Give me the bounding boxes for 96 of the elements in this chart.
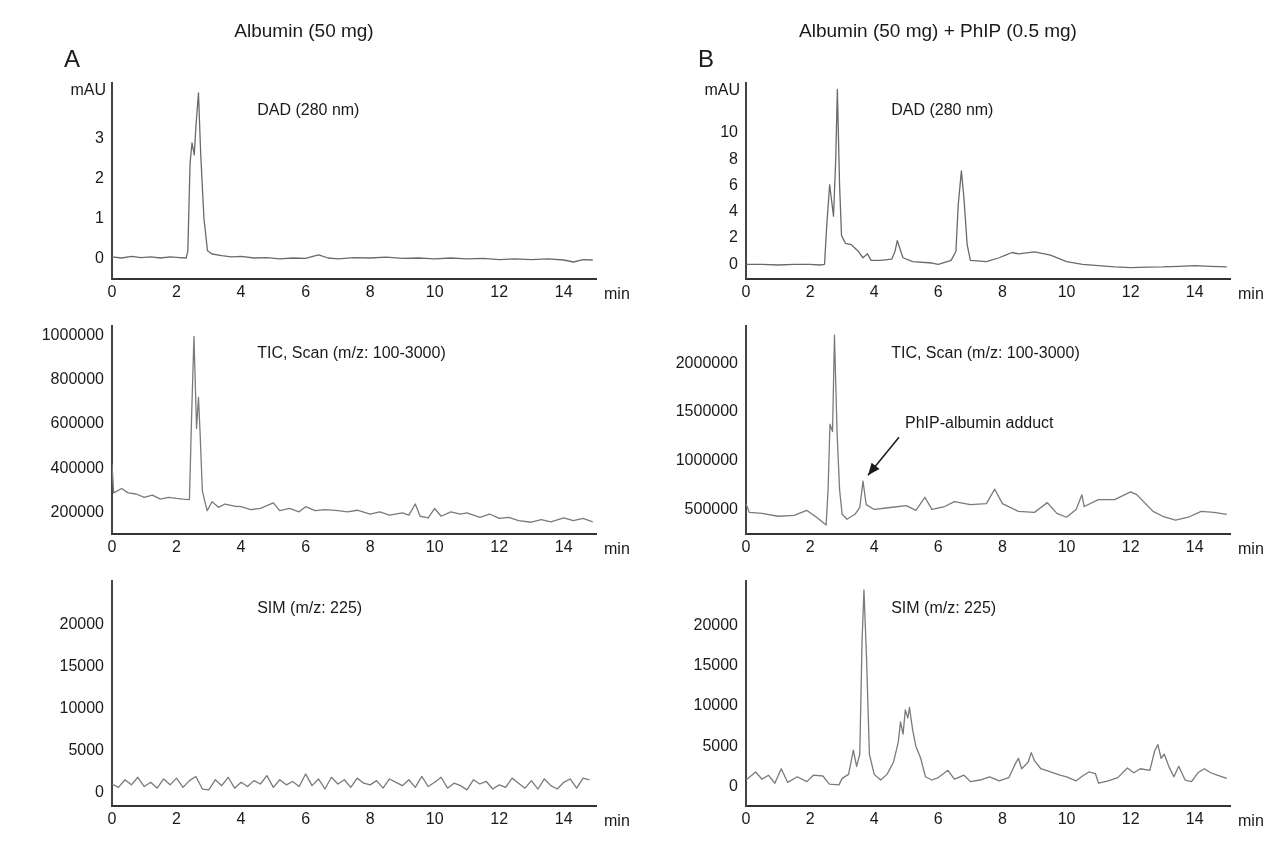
y-tick-label: 1000000 <box>41 325 105 343</box>
x-tick-label: 14 <box>1185 537 1204 555</box>
y-axis-title: mAU <box>70 81 106 99</box>
x-tick-label: 2 <box>172 809 182 827</box>
x-tick-label: 10 <box>1057 809 1076 827</box>
x-axis-title: min <box>604 812 630 830</box>
x-tick-label: 14 <box>554 282 573 300</box>
x-tick-label: 14 <box>554 537 573 555</box>
x-tick-label: 8 <box>997 809 1007 827</box>
y-tick-label: 2 <box>729 228 739 246</box>
x-tick-label: 2 <box>172 282 182 300</box>
x-tick-label: 0 <box>107 537 117 555</box>
text: DAD (280 nm) <box>891 101 994 119</box>
x-tick-label: 0 <box>741 537 751 555</box>
x-tick-label: 6 <box>301 282 311 300</box>
y-tick-label: 200000 <box>50 503 105 521</box>
y-tick-label: 6 <box>729 175 739 193</box>
x-tick-label: 6 <box>301 809 311 827</box>
x-tick-label: 8 <box>365 809 375 827</box>
y-tick-label: 4 <box>729 202 739 220</box>
y-tick-label: 20000 <box>59 615 105 633</box>
x-tick-label: 6 <box>933 282 943 300</box>
x-tick-label: 8 <box>997 282 1007 300</box>
x-tick-label: 6 <box>933 809 943 827</box>
x-tick-label: 10 <box>425 809 444 827</box>
y-tick-label: 1500000 <box>675 402 739 420</box>
x-tick-label: 10 <box>425 537 444 555</box>
text: TIC, Scan (m/z: 100-3000) <box>257 344 446 362</box>
y-tick-label: 2000000 <box>675 353 739 371</box>
x-tick-label: 12 <box>1121 537 1140 555</box>
x-axis-title: min <box>1238 285 1264 303</box>
x-axis-title: min <box>604 285 630 303</box>
y-tick-label: 3 <box>95 129 105 147</box>
y-tick-label: 0 <box>729 254 739 272</box>
x-tick-label: 2 <box>172 537 182 555</box>
text: TIC, Scan (m/z: 100-3000) <box>891 344 1080 362</box>
text: B <box>698 45 715 73</box>
text: DAD (280 nm) <box>257 101 360 119</box>
text: A <box>64 45 81 73</box>
chart-title: Albumin (50 mg) <box>234 19 374 41</box>
x-tick-label: 4 <box>869 809 879 827</box>
x-tick-label: 4 <box>236 282 246 300</box>
y-tick-label: 2 <box>95 169 105 187</box>
x-tick-label: 2 <box>805 282 815 300</box>
y-tick-label: 5000 <box>68 740 105 758</box>
y-tick-label: 10000 <box>59 698 105 716</box>
x-tick-label: 12 <box>490 809 509 827</box>
y-tick-label: 8 <box>729 149 739 167</box>
x-tick-label: 4 <box>236 537 246 555</box>
x-tick-label: 0 <box>741 809 751 827</box>
y-tick-label: 15000 <box>693 656 739 674</box>
x-axis-title: min <box>604 540 630 558</box>
y-axis-title: mAU <box>704 81 740 99</box>
x-tick-label: 14 <box>1185 282 1204 300</box>
x-tick-label: 8 <box>997 537 1007 555</box>
x-tick-label: 2 <box>805 537 815 555</box>
y-tick-label: 500000 <box>684 499 739 517</box>
x-tick-label: 10 <box>1057 282 1076 300</box>
x-tick-label: 12 <box>490 282 509 300</box>
y-tick-label: 0 <box>95 249 105 267</box>
x-tick-label: 10 <box>425 282 444 300</box>
y-tick-label: 0 <box>729 776 739 794</box>
x-tick-label: 2 <box>805 809 815 827</box>
x-tick-label: 6 <box>301 537 311 555</box>
x-tick-label: 12 <box>490 537 509 555</box>
x-tick-label: 12 <box>1121 282 1140 300</box>
y-tick-label: 1 <box>95 209 105 227</box>
x-tick-label: 8 <box>365 282 375 300</box>
annotation: PhIP-albumin adduct <box>904 413 1055 431</box>
y-tick-label: 0 <box>95 782 105 800</box>
y-tick-label: 10000 <box>693 696 739 714</box>
y-tick-label: 15000 <box>59 656 105 674</box>
text: SIM (m/z: 225) <box>891 599 997 617</box>
x-tick-label: 4 <box>869 537 879 555</box>
y-tick-label: 600000 <box>50 414 105 432</box>
text: SIM (m/z: 225) <box>257 599 363 617</box>
chart-title: Albumin (50 mg) + PhIP (0.5 mg) <box>799 19 1077 41</box>
y-tick-label: 400000 <box>50 458 105 476</box>
y-tick-label: 1000000 <box>675 451 739 469</box>
x-axis-title: min <box>1238 540 1264 558</box>
x-tick-label: 0 <box>107 809 117 827</box>
x-tick-label: 14 <box>1185 809 1204 827</box>
y-tick-label: 5000 <box>702 736 739 754</box>
x-tick-label: 0 <box>741 282 751 300</box>
y-tick-label: 20000 <box>693 615 739 633</box>
x-tick-label: 4 <box>869 282 879 300</box>
y-tick-label: 10 <box>720 123 739 141</box>
x-tick-label: 12 <box>1121 809 1140 827</box>
x-tick-label: 14 <box>554 809 573 827</box>
x-tick-label: 4 <box>236 809 246 827</box>
x-tick-label: 6 <box>933 537 943 555</box>
y-tick-label: 800000 <box>50 369 105 387</box>
x-tick-label: 0 <box>107 282 117 300</box>
x-tick-label: 8 <box>365 537 375 555</box>
x-tick-label: 10 <box>1057 537 1076 555</box>
x-axis-title: min <box>1238 812 1264 830</box>
